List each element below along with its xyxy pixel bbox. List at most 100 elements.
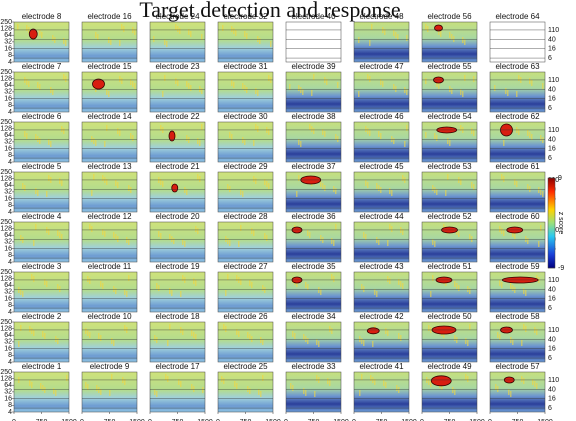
- texture: [259, 38, 261, 44]
- texture: [449, 140, 451, 146]
- spectrogram: [217, 321, 274, 363]
- response-blob: [28, 28, 38, 40]
- y-tick-label: 250: [0, 69, 12, 76]
- texture: [525, 290, 527, 296]
- y-tick-label: 16: [4, 45, 12, 52]
- texture: [337, 136, 339, 142]
- texture: [536, 383, 538, 389]
- texture: [61, 126, 63, 132]
- spectrogram: [353, 21, 410, 63]
- texture: [119, 40, 121, 46]
- texture: [396, 385, 398, 391]
- texture: [397, 34, 399, 40]
- texture: [434, 187, 436, 193]
- texture: [337, 82, 339, 88]
- texture: [201, 124, 203, 130]
- panel-title: electrode 54: [427, 112, 472, 121]
- y2-tick-label: 16: [548, 345, 556, 352]
- texture: [316, 339, 318, 345]
- texture: [316, 375, 318, 381]
- texture: [436, 135, 438, 141]
- texture: [335, 224, 337, 230]
- texture: [427, 26, 429, 32]
- texture: [98, 387, 100, 393]
- texture: [199, 86, 201, 92]
- texture: [48, 229, 50, 235]
- texture: [289, 84, 291, 90]
- texture: [389, 224, 391, 230]
- texture: [171, 182, 173, 188]
- panel-title: electrode 5: [22, 162, 62, 171]
- texture: [400, 335, 402, 341]
- texture: [432, 185, 434, 191]
- texture: [378, 239, 380, 245]
- texture: [451, 34, 453, 40]
- texture: [201, 88, 203, 94]
- texture: [109, 390, 111, 396]
- y-tick-label: 64: [4, 82, 12, 89]
- texture: [98, 333, 100, 339]
- texture: [33, 240, 35, 246]
- y-tick-label: 128: [0, 225, 12, 232]
- colorbar-tick-label: -9: [558, 265, 564, 272]
- texture: [59, 286, 61, 292]
- texture: [471, 182, 473, 188]
- texture: [542, 191, 544, 197]
- texture: [447, 138, 449, 144]
- texture: [44, 279, 46, 285]
- texture: [195, 334, 197, 340]
- y-tick-label: 128: [0, 375, 12, 382]
- y2-tick-label: 40: [548, 37, 556, 44]
- texture: [262, 375, 264, 381]
- panel-title: electrode 45: [359, 162, 404, 171]
- x-tick-label: 1500: [197, 419, 213, 421]
- texture: [505, 88, 507, 94]
- texture: [134, 29, 136, 35]
- texture: [87, 276, 89, 282]
- texture: [538, 241, 540, 247]
- texture: [106, 179, 108, 185]
- texture: [510, 391, 512, 397]
- texture: [527, 184, 529, 190]
- texture: [162, 181, 164, 187]
- texture: [102, 283, 104, 289]
- texture: [398, 333, 400, 339]
- texture: [18, 341, 20, 347]
- texture: [268, 183, 270, 189]
- texture: [165, 374, 167, 380]
- texture: [540, 189, 542, 195]
- spectrogram: [489, 321, 546, 363]
- texture: [372, 341, 374, 347]
- texture: [454, 389, 456, 395]
- texture: [309, 232, 311, 238]
- texture: [63, 128, 65, 134]
- panel-title: electrode 34: [291, 312, 336, 321]
- x-tick-label: 750: [376, 419, 388, 421]
- texture: [113, 232, 115, 238]
- y2-tick-label: 110: [548, 277, 559, 284]
- texture: [298, 85, 300, 91]
- panel-title: electrode 63: [495, 62, 540, 71]
- panel-title: electrode 25: [223, 362, 268, 371]
- texture: [253, 176, 255, 182]
- texture: [89, 332, 91, 338]
- panel-title: electrode 18: [155, 312, 200, 321]
- texture: [449, 86, 451, 92]
- texture: [50, 141, 52, 147]
- texture: [179, 28, 181, 34]
- texture: [436, 81, 438, 87]
- texture: [104, 231, 106, 237]
- texture: [195, 280, 197, 286]
- texture: [233, 82, 235, 88]
- y-tick-label: 64: [4, 132, 12, 139]
- texture: [180, 291, 182, 297]
- texture: [540, 225, 542, 231]
- texture: [251, 282, 253, 288]
- texture: [182, 329, 184, 335]
- texture: [26, 25, 28, 31]
- texture: [302, 89, 304, 95]
- texture: [39, 138, 41, 144]
- spectrogram: [353, 71, 410, 113]
- x-tick-label: 1500: [61, 419, 77, 421]
- y-tick-label: 64: [4, 332, 12, 339]
